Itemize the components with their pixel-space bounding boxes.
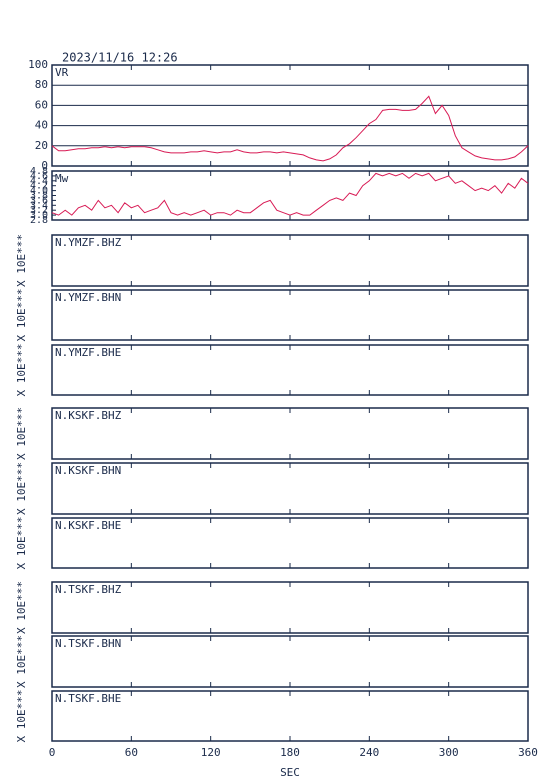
- y-tick-label: 60: [35, 98, 48, 111]
- panel-frame: [51, 64, 529, 167]
- panel-label: VR: [55, 66, 69, 79]
- y-tick-label: 4.8: [30, 166, 48, 177]
- y-tick-label: 40: [35, 119, 48, 132]
- y-tick-label: 4.6: [30, 171, 48, 182]
- panel-label: N.KSKF.BHZ: [55, 409, 122, 422]
- data-line: [51, 172, 529, 216]
- panel-label: N.YMZF.BHN: [55, 291, 121, 304]
- x-tick-label: 0: [49, 746, 56, 759]
- panel-frame: [51, 581, 529, 634]
- panel-label: N.TSKF.BHE: [55, 692, 121, 705]
- panel-frame: [51, 289, 529, 341]
- y-axis-label: X 10E***: [15, 462, 28, 515]
- y-axis-label: X 10E***: [15, 234, 28, 287]
- y-axis-label: X 10E***: [15, 344, 28, 397]
- x-tick-label: 240: [359, 746, 379, 759]
- chart-title: 2023/11/16 12:26: [62, 51, 178, 65]
- panel-frame: [51, 234, 529, 287]
- panel-label: N.TSKF.BHN: [55, 637, 121, 650]
- panel-label: N.TSKF.BHZ: [55, 583, 122, 596]
- y-tick-label: 3.4: [30, 200, 48, 211]
- x-tick-label: 120: [201, 746, 221, 759]
- panel-label: N.KSKF.BHE: [55, 519, 121, 532]
- panel-frame: [51, 344, 529, 396]
- panel-frame: [51, 517, 529, 569]
- y-tick-label: 4.4: [30, 176, 48, 187]
- y-tick-label: 3.2: [30, 205, 48, 216]
- x-tick-label: 360: [518, 746, 538, 759]
- y-tick-label: 0: [41, 159, 48, 172]
- panel-label: N.YMZF.BHE: [55, 346, 121, 359]
- panel-frame: [51, 690, 529, 742]
- y-axis-label: X 10E***: [15, 635, 28, 688]
- y-tick-label: 80: [35, 78, 48, 91]
- x-axis-label: SEC: [280, 766, 300, 779]
- y-axis-label: X 10E***: [15, 517, 28, 570]
- y-tick-label: 2.8: [30, 215, 48, 226]
- y-tick-label: 4.0: [30, 186, 48, 197]
- panel-label: Mw: [55, 172, 69, 185]
- panel-frame: [51, 635, 529, 688]
- panel-frame: [51, 462, 529, 515]
- data-line: [51, 95, 529, 162]
- panel-frame: [51, 170, 529, 221]
- panel-frame: [51, 407, 529, 460]
- y-axis-label: X 10E***: [15, 289, 28, 342]
- y-axis-label: X 10E***: [15, 581, 28, 634]
- y-tick-label: 3.8: [30, 191, 48, 202]
- panel-label: N.YMZF.BHZ: [55, 236, 122, 249]
- y-axis-label: X 10E***: [15, 690, 28, 743]
- y-tick-label: 3.6: [30, 195, 48, 206]
- panel-label: N.KSKF.BHN: [55, 464, 121, 477]
- x-tick-label: 300: [439, 746, 459, 759]
- y-tick-label: 3.0: [30, 210, 48, 221]
- y-tick-label: 4.2: [30, 181, 48, 192]
- x-tick-label: 60: [125, 746, 138, 759]
- y-tick-label: 100: [28, 58, 48, 71]
- y-axis-label: X 10E***: [15, 407, 28, 460]
- y-tick-label: 20: [35, 139, 48, 152]
- x-tick-label: 180: [280, 746, 300, 759]
